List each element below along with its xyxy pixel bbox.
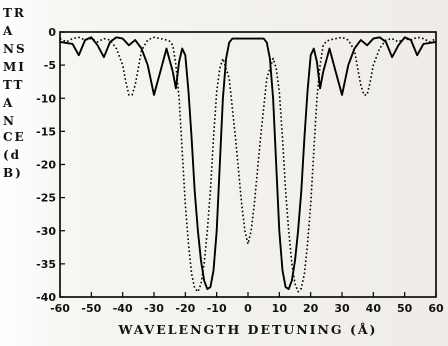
y-axis-label-line: (d xyxy=(3,148,22,162)
x-tick-label: -40 xyxy=(113,302,133,315)
x-tick-label: 30 xyxy=(334,302,350,315)
y-tick-label: -25 xyxy=(36,192,56,205)
x-tick-label: -20 xyxy=(175,302,195,315)
x-tick-label: 0 xyxy=(244,302,252,315)
x-tick-label: 60 xyxy=(428,302,444,315)
y-axis-label-line: A xyxy=(3,24,15,38)
y-tick-label: -5 xyxy=(44,59,56,72)
x-tick-label: 20 xyxy=(303,302,319,315)
y-tick-label: -20 xyxy=(36,159,56,172)
y-axis-label-line: B) xyxy=(3,166,23,180)
x-tick-label: 40 xyxy=(366,302,382,315)
x-tick-label: -10 xyxy=(207,302,227,315)
y-axis-label-line: TR xyxy=(3,6,26,20)
plot-frame xyxy=(59,31,437,298)
x-axis-label: WAVELENGTH DETUNING (Å) xyxy=(118,322,378,337)
y-tick-label: -15 xyxy=(36,125,56,138)
y-tick-label: 0 xyxy=(48,26,56,39)
x-tick-label: -60 xyxy=(50,302,70,315)
series-line-solid xyxy=(59,36,437,291)
y-tick-label: -10 xyxy=(36,92,56,105)
y-tick-label: -30 xyxy=(36,225,56,238)
series-layer xyxy=(59,36,437,293)
y-axis-label-line: CE xyxy=(3,130,26,144)
y-axis-label-line: TT xyxy=(3,78,25,92)
y-axis-label-line: N xyxy=(3,114,16,128)
ticks-layer: -60 -50 -40 -30 -20 -10 0 10 20 30 40 50 60 0 -5 -10 -15… xyxy=(36,26,444,315)
y-tick-label: -35 xyxy=(36,258,56,271)
x-tick-label: 10 xyxy=(272,302,288,315)
y-axis-label-line: A xyxy=(3,96,15,110)
x-tick-label: 50 xyxy=(397,302,413,315)
y-tick-label: -40 xyxy=(36,291,56,304)
x-tick-label: -30 xyxy=(144,302,164,315)
series-line-dotted xyxy=(59,36,437,293)
y-axis-label-line: NS xyxy=(3,42,27,56)
x-tick-label: -50 xyxy=(81,302,101,315)
y-axis-label-line: MI xyxy=(3,60,26,74)
